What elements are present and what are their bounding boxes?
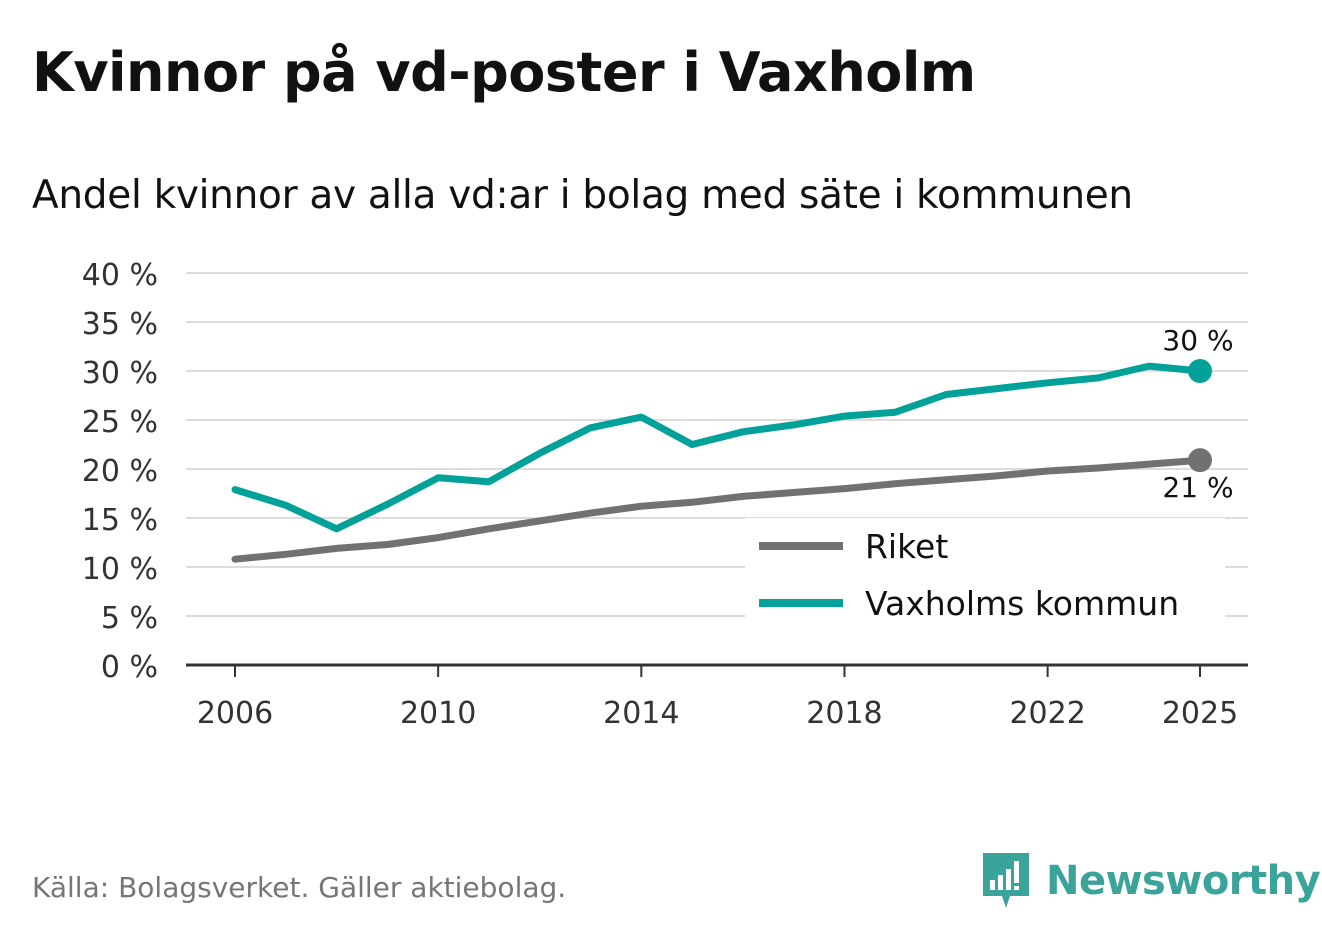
end-labels: 21 % 30 % (1162, 324, 1233, 504)
y-axis-tick-labels: 0 % 5 % 10 % 15 % 20 % 25 % 30 % 35 % 40 % (82, 258, 158, 685)
newsworthy-logo-icon (983, 853, 1029, 908)
y-tick-label: 15 % (82, 503, 158, 538)
x-tick-label: 2010 (400, 696, 476, 731)
end-label: 21 % (1162, 471, 1233, 504)
series-line-riket (231, 456, 1204, 563)
y-tick-label: 35 % (82, 307, 158, 342)
newsworthy-logo: Newsworthy (980, 850, 1321, 912)
x-tick-label: 2014 (603, 696, 679, 731)
y-tick-label: 40 % (82, 258, 158, 293)
chart-title: Kvinnor på vd-poster i Vaxholm (32, 41, 976, 104)
series-line-vaxholm (231, 362, 1204, 533)
y-tick-label: 0 % (101, 650, 158, 685)
legend-label: Riket (865, 527, 948, 566)
x-tick-label: 2018 (806, 696, 882, 731)
y-tick-label: 10 % (82, 552, 158, 587)
x-tick-label: 2006 (197, 696, 273, 731)
series-lines (231, 359, 1212, 563)
y-tick-label: 30 % (82, 356, 158, 391)
legend-label: Vaxholms kommun (865, 584, 1179, 623)
end-marker (1188, 448, 1212, 473)
x-tick-label: 2022 (1009, 696, 1085, 731)
chart-subtitle: Andel kvinnor av alla vd:ar i bolag med … (32, 173, 1133, 218)
logo-text: Newsworthy (1046, 858, 1321, 904)
y-tick-label: 20 % (82, 454, 158, 489)
y-tick-label: 25 % (82, 405, 158, 440)
x-tick-label: 2025 (1162, 696, 1238, 731)
end-marker (1188, 359, 1212, 383)
legend: Riket Vaxholms kommun (745, 518, 1225, 623)
x-axis-tick-labels: 2006 2010 2014 2018 2022 2025 (197, 665, 1238, 731)
end-label: 30 % (1162, 324, 1233, 357)
source-note: Källa: Bolagsverket. Gäller aktiebolag. (32, 871, 567, 904)
y-tick-label: 5 % (101, 601, 158, 636)
